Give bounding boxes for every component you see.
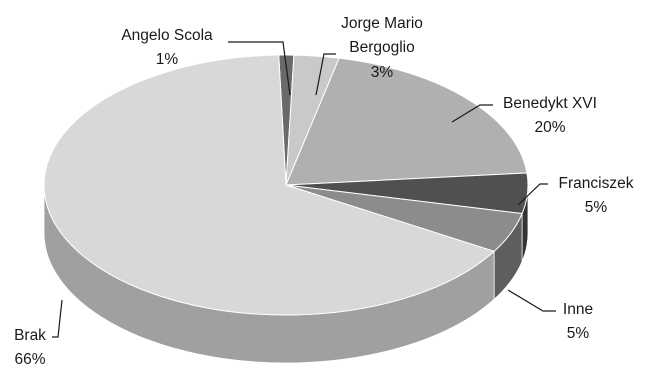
- leader-inne: [507, 289, 556, 312]
- label-brak-pct: 66%: [14, 351, 45, 368]
- label-benedykt-pct: 20%: [534, 119, 565, 136]
- label-angelo-scola-name: Angelo Scola: [121, 27, 213, 44]
- leader-benedykt: [451, 104, 493, 123]
- leader-franciszek: [517, 183, 548, 206]
- label-inne-pct: 5%: [567, 325, 590, 342]
- leader-angelo-scola: [228, 41, 291, 96]
- pie-slice-brak: [43, 54, 496, 316]
- label-brak-name: Brak: [14, 327, 46, 344]
- pie-tops: [43, 54, 529, 316]
- label-benedykt-name: Benedykt XVI: [503, 95, 597, 112]
- leader-bergoglio: [315, 53, 336, 96]
- leader-brak: [52, 299, 63, 338]
- label-franciszek-name: Franciszek: [559, 175, 634, 192]
- label-angelo-scola-pct: 1%: [156, 51, 179, 68]
- pie-slice-benedykt-xvi: [285, 57, 528, 186]
- label-bergoglio-name-line1: Jorge Mario: [341, 15, 423, 32]
- label-bergoglio-name-line2: Bergoglio: [349, 39, 415, 56]
- label-inne-name: Inne: [563, 301, 593, 318]
- label-bergoglio-pct: 3%: [371, 64, 394, 81]
- label-franciszek-pct: 5%: [585, 199, 608, 216]
